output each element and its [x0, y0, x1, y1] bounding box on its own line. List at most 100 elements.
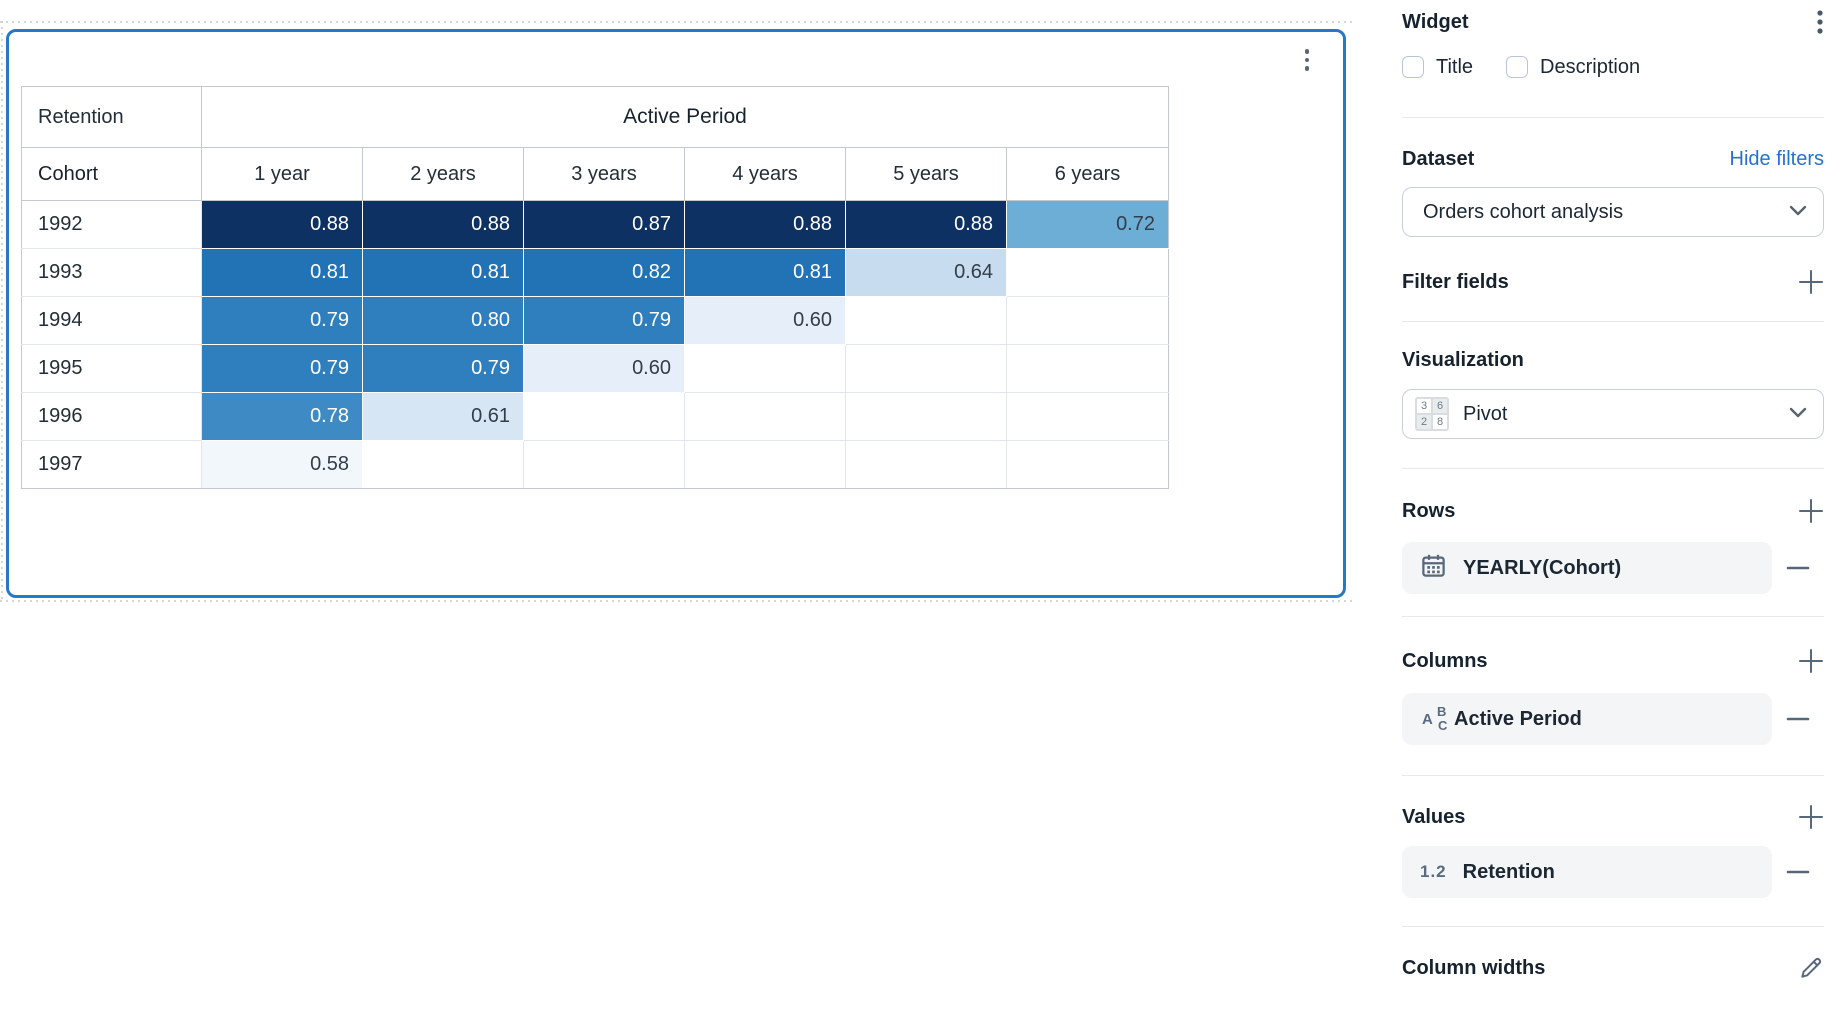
pivot-cell: 0.79 — [362, 344, 524, 393]
values-field-pill[interactable]: 1.2 Retention — [1402, 846, 1772, 898]
section-divider — [1402, 775, 1824, 776]
visualization-heading: Visualization — [1402, 348, 1524, 371]
rows-field-label: YEARLY(Cohort) — [1463, 556, 1622, 579]
pivot-cell: 0.87 — [523, 200, 685, 249]
dataset-selected-value: Orders cohort analysis — [1423, 200, 1624, 223]
pivot-row-dimension-header: Cohort — [21, 147, 202, 201]
pivot-cell — [523, 440, 685, 489]
chevron-down-icon — [1789, 203, 1807, 221]
section-divider — [1402, 468, 1824, 469]
remove-column-field-button[interactable] — [1772, 716, 1824, 722]
section-divider — [1402, 616, 1824, 617]
remove-value-field-button[interactable] — [1772, 869, 1824, 875]
pivot-cell: 0.81 — [362, 248, 524, 297]
rows-heading: Rows — [1402, 499, 1456, 522]
pivot-row-label: 1995 — [21, 344, 202, 393]
pivot-cell — [1006, 248, 1169, 297]
pivot-cell — [684, 344, 846, 393]
pivot-cell: 0.79 — [201, 296, 363, 345]
pivot-column-header: 2 years — [362, 147, 524, 201]
pivot-cell: 0.72 — [1006, 200, 1169, 249]
section-divider — [1402, 117, 1824, 118]
columns-heading: Columns — [1402, 649, 1488, 672]
pivot-group-header: Active Period — [201, 86, 1169, 148]
pivot-column-header: 6 years — [1006, 147, 1169, 201]
calendar-icon — [1420, 552, 1447, 584]
add-row-field-button[interactable] — [1798, 498, 1824, 524]
pivot-cell: 0.60 — [684, 296, 846, 345]
pivot-cell: 0.88 — [684, 200, 846, 249]
filter-fields-heading: Filter fields — [1402, 270, 1509, 293]
pivot-column-header: 3 years — [523, 147, 685, 201]
pivot-cell — [523, 392, 685, 441]
add-filter-field-button[interactable] — [1798, 269, 1824, 295]
pivot-cell: 0.60 — [523, 344, 685, 393]
pivot-cell: 0.88 — [201, 200, 363, 249]
grid-guide-left — [1, 21, 3, 602]
dataset-heading: Dataset — [1402, 147, 1475, 170]
pivot-cell — [1006, 392, 1169, 441]
remove-row-field-button[interactable] — [1772, 565, 1824, 571]
pivot-cell: 0.79 — [201, 344, 363, 393]
widget-kebab-menu-icon[interactable] — [1297, 46, 1317, 74]
pivot-cell: 0.88 — [845, 200, 1007, 249]
description-checkbox-label: Description — [1540, 55, 1641, 78]
rows-field-pill[interactable]: YEARLY(Cohort) — [1402, 542, 1772, 594]
pivot-column-header: 1 year — [201, 147, 363, 201]
dashboard-canvas: Retention Active Period Cohort 1 year 2 y… — [0, 21, 1356, 602]
widget-settings-panel: Widget Title Description Dataset Hide fi… — [1356, 0, 1836, 1022]
grid-guide-bottom — [0, 600, 1356, 602]
pivot-data-row: 1994 0.79 0.80 0.79 0.60 — [21, 296, 1169, 345]
pivot-column-header-row: Cohort 1 year 2 years 3 years 4 years 5 year… — [21, 147, 1169, 201]
pivot-row-label: 1993 — [21, 248, 202, 297]
pivot-cell — [845, 296, 1007, 345]
panel-title: Widget — [1402, 10, 1469, 33]
pivot-cell — [1006, 344, 1169, 393]
section-divider — [1402, 926, 1824, 927]
values-heading: Values — [1402, 805, 1466, 828]
pivot-cell — [1006, 296, 1169, 345]
add-column-field-button[interactable] — [1798, 648, 1824, 674]
pivot-row-label: 1992 — [21, 200, 202, 249]
pivot-cell — [1006, 440, 1169, 489]
numeric-field-icon: 1.2 — [1420, 862, 1447, 881]
pivot-data-row: 1993 0.81 0.81 0.82 0.81 0.64 — [21, 248, 1169, 297]
column-widths-heading: Column widths — [1402, 956, 1546, 979]
pivot-cell — [845, 392, 1007, 441]
pivot-cell — [684, 392, 846, 441]
values-field-label: Retention — [1462, 860, 1555, 883]
pivot-cell — [845, 440, 1007, 489]
dataset-select[interactable]: Orders cohort analysis — [1402, 187, 1824, 237]
pivot-cell: 0.88 — [362, 200, 524, 249]
add-value-field-button[interactable] — [1798, 804, 1824, 830]
pivot-data-row: 1992 0.88 0.88 0.87 0.88 0.88 0.72 — [21, 200, 1169, 249]
selected-widget-card[interactable]: Retention Active Period Cohort 1 year 2 y… — [6, 29, 1346, 598]
visualization-selected-value: Pivot — [1463, 402, 1508, 425]
title-checkbox[interactable] — [1402, 56, 1424, 78]
pivot-cell: 0.82 — [523, 248, 685, 297]
edit-column-widths-button[interactable] — [1798, 955, 1824, 981]
pivot-data-row: 1997 0.58 — [21, 440, 1169, 489]
pivot-corner-cell: Retention — [21, 86, 202, 148]
grid-guide-top — [0, 21, 1356, 23]
pivot-cell: 0.79 — [523, 296, 685, 345]
pivot-cell — [845, 344, 1007, 393]
pivot-group-header-row: Retention Active Period — [21, 86, 1169, 148]
pivot-row-label: 1996 — [21, 392, 202, 441]
pivot-row-label: 1997 — [21, 440, 202, 489]
columns-field-label: Active Period — [1454, 707, 1582, 730]
pivot-cell: 0.81 — [684, 248, 846, 297]
title-checkbox-label: Title — [1436, 55, 1474, 78]
pivot-column-header: 4 years — [684, 147, 846, 201]
hide-filters-link[interactable]: Hide filters — [1729, 147, 1824, 170]
pivot-cell: 0.81 — [201, 248, 363, 297]
panel-kebab-menu-icon[interactable] — [1816, 8, 1824, 36]
pivot-cell: 0.58 — [201, 440, 363, 489]
description-checkbox[interactable] — [1506, 56, 1529, 78]
pivot-cell — [362, 440, 524, 489]
